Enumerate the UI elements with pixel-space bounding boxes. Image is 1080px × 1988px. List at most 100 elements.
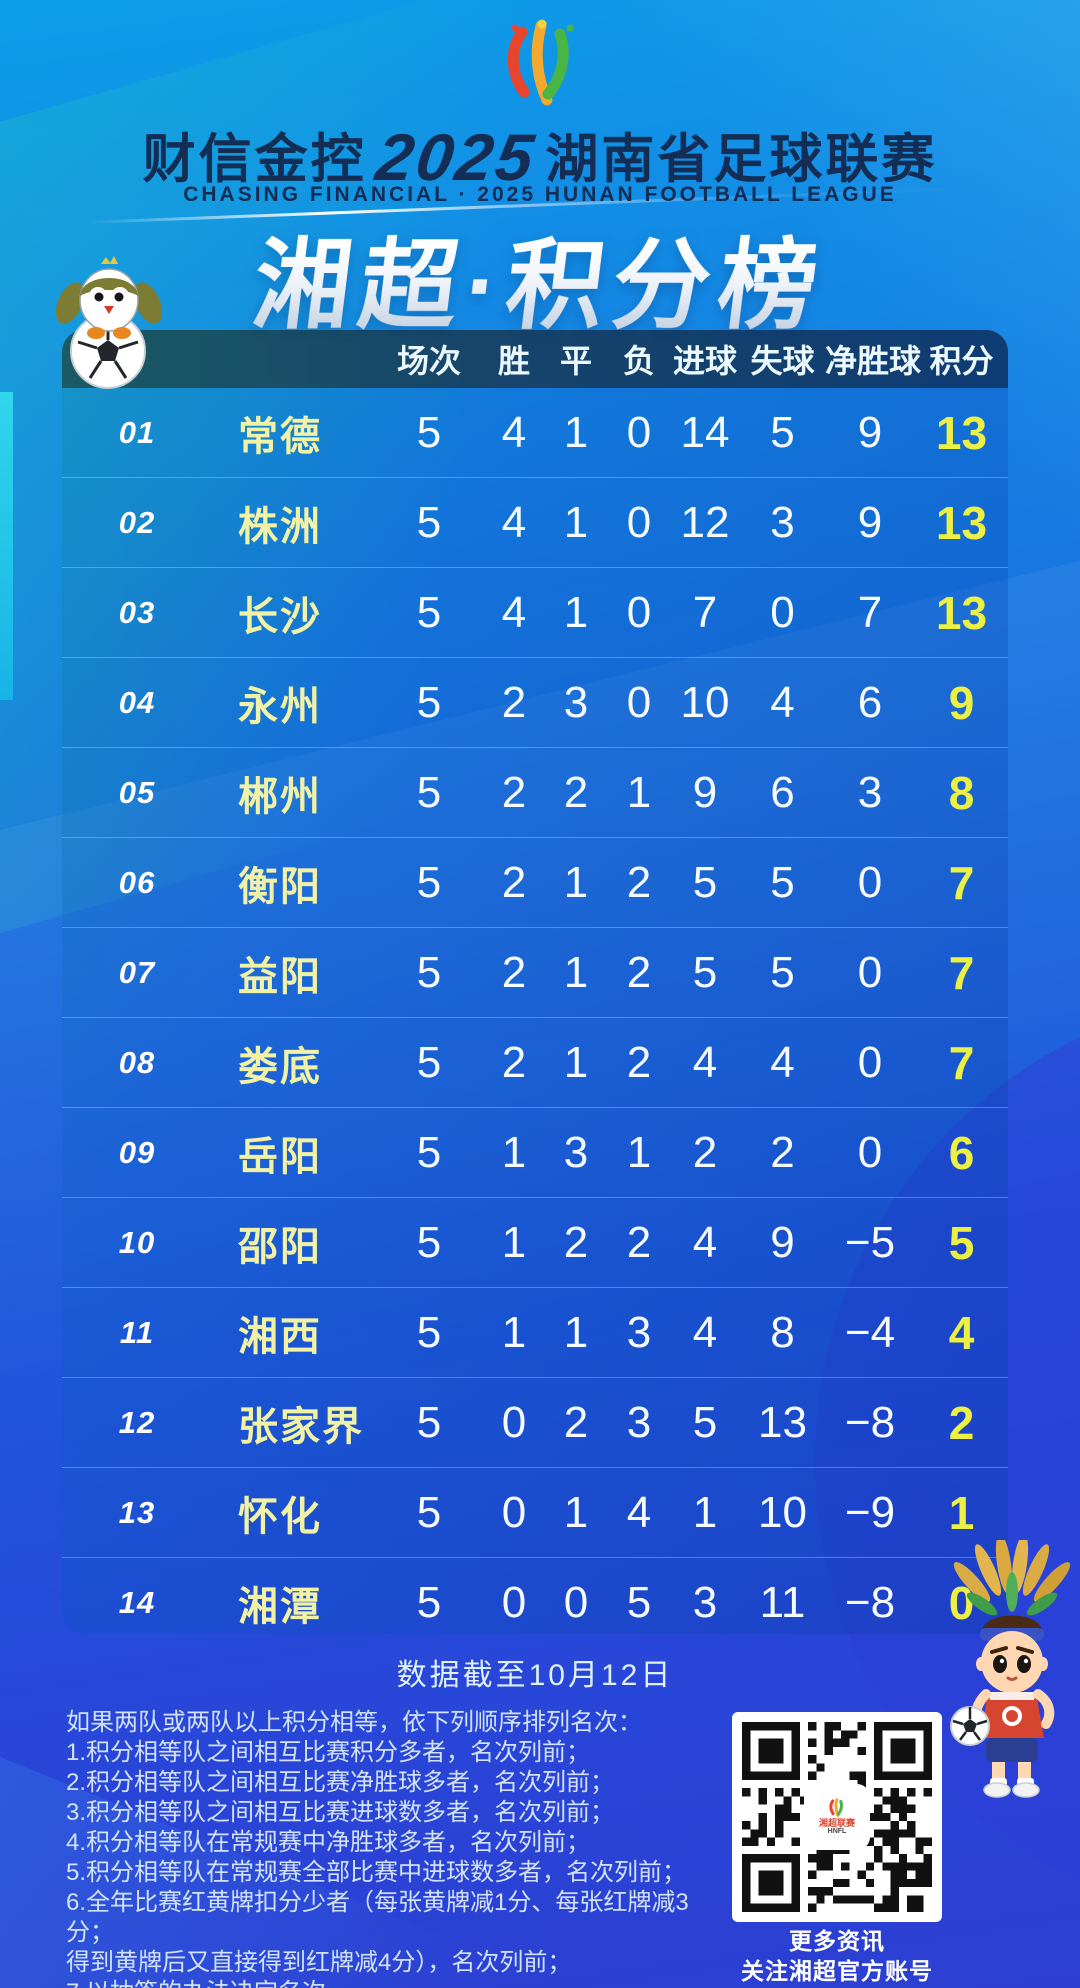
draw-cell: 1 — [563, 497, 589, 547]
played-cell: 5 — [416, 1397, 442, 1447]
qr-caption-line2: 关注湘超官方账号 — [741, 1958, 933, 1984]
loss-cell: 2 — [626, 857, 652, 907]
header-points: 积分 — [929, 343, 994, 379]
win-cell: 4 — [501, 407, 527, 457]
win-cell: 2 — [501, 857, 527, 907]
cyan-edge-strip — [0, 392, 13, 700]
draw-cell: 1 — [563, 1307, 589, 1357]
points-cell: 7 — [948, 946, 975, 999]
loss-cell: 2 — [626, 947, 652, 997]
boy-mascot-icon — [950, 1540, 1071, 1798]
team-cell: 长沙 — [238, 594, 322, 639]
rank-cell: 04 — [118, 684, 156, 720]
table-row: 02 株洲 5 4 1 0 12 3 9 13 — [62, 477, 1008, 567]
rank-cell: 13 — [118, 1494, 156, 1530]
qr-logo-label: 湘超联赛 — [818, 1818, 855, 1828]
goals-against-cell: 6 — [770, 767, 795, 817]
table-row: 14 湘潭 5 0 0 5 3 11 −8 0 — [62, 1557, 1008, 1634]
draw-cell: 1 — [563, 407, 589, 457]
goal-diff-cell: 0 — [857, 1127, 883, 1177]
rule-line: 6.全年比赛红黄牌扣分少者（每张黄牌减1分、每张红牌减3分； — [66, 1889, 689, 1946]
team-cell: 益阳 — [238, 954, 322, 999]
header-win: 胜 — [497, 343, 530, 379]
team-cell: 湘潭 — [238, 1584, 322, 1629]
goals-for-cell: 12 — [680, 497, 730, 547]
played-cell: 5 — [416, 1217, 442, 1267]
subtitle-english: CHASING FINANCIAL · 2025 HUNAN FOOTBALL … — [183, 183, 897, 206]
loss-cell: 5 — [626, 1577, 652, 1627]
points-cell: 1 — [948, 1486, 975, 1539]
league-logo-icon — [507, 19, 574, 106]
page-title: 湘超·积分榜 — [0, 206, 1080, 348]
rank-cell: 06 — [118, 864, 156, 900]
draw-cell: 2 — [563, 767, 589, 817]
rank-cell: 14 — [118, 1584, 156, 1620]
goal-diff-cell: 9 — [857, 407, 883, 457]
loss-cell: 1 — [626, 1127, 652, 1177]
loss-cell: 2 — [626, 1217, 652, 1267]
win-cell: 1 — [501, 1217, 527, 1267]
qr-logo-sub: HNFL — [827, 1828, 847, 1835]
points-cell: 13 — [935, 586, 988, 639]
goals-for-cell: 2 — [692, 1127, 718, 1177]
played-cell: 5 — [416, 857, 442, 907]
goal-diff-cell: 0 — [857, 947, 883, 997]
sponsor-name: 财信金控 — [142, 130, 367, 189]
goals-against-cell: 10 — [758, 1487, 807, 1537]
goals-against-cell: 5 — [770, 407, 795, 457]
qr-caption: 更多资讯 关注湘超官方账号 — [712, 1926, 962, 1986]
bird-mascot-icon — [56, 256, 162, 389]
goals-for-cell: 5 — [692, 1397, 718, 1447]
goal-diff-cell: 3 — [857, 767, 883, 817]
draw-cell: 1 — [563, 1487, 589, 1537]
table-row: 06 衡阳 5 2 1 2 5 5 0 7 — [62, 837, 1008, 927]
played-cell: 5 — [416, 1127, 442, 1177]
goal-diff-cell: 9 — [857, 497, 883, 547]
draw-cell: 0 — [563, 1577, 589, 1627]
table-row: 04 永州 5 2 3 0 10 4 6 9 — [62, 657, 1008, 747]
goal-diff-cell: 7 — [857, 587, 883, 637]
goals-for-cell: 14 — [680, 407, 730, 457]
team-cell: 怀化 — [238, 1494, 322, 1539]
header-goals-for: 进球 — [672, 343, 737, 379]
goals-against-cell: 11 — [759, 1577, 806, 1627]
table-row: 10 邵阳 5 1 2 2 4 9 −5 5 — [62, 1197, 1008, 1287]
rule-line: 5.积分相等队在常规赛全部比赛中进球数多者，名次列前； — [66, 1859, 687, 1886]
points-cell: 6 — [948, 1126, 975, 1179]
win-cell: 0 — [501, 1487, 527, 1537]
rank-cell: 01 — [118, 414, 156, 450]
goals-for-cell: 4 — [692, 1037, 718, 1087]
loss-cell: 3 — [626, 1397, 652, 1447]
sponsor-title: 财信金控2025湖南省足球联赛 — [0, 116, 1080, 194]
rank-cell: 08 — [118, 1044, 156, 1080]
rule-line: 1.积分相等队之间相互比赛积分多者，名次列前； — [66, 1739, 591, 1766]
points-cell: 7 — [948, 1036, 975, 1089]
win-cell: 0 — [501, 1577, 527, 1627]
team-cell: 张家界 — [238, 1404, 364, 1449]
points-cell: 2 — [948, 1396, 975, 1449]
played-cell: 5 — [416, 767, 442, 817]
draw-cell: 3 — [563, 1127, 589, 1177]
played-cell: 5 — [416, 1487, 442, 1537]
team-cell: 常德 — [238, 414, 322, 459]
loss-cell: 0 — [626, 497, 652, 547]
rank-cell: 12 — [118, 1404, 156, 1440]
loss-cell: 4 — [626, 1487, 652, 1537]
goals-against-cell: 8 — [770, 1307, 795, 1357]
table-row: 03 长沙 5 4 1 0 7 0 7 13 — [62, 567, 1008, 657]
rank-cell: 07 — [118, 954, 156, 990]
table-row: 01 常德 5 4 1 0 14 5 9 13 — [62, 388, 1008, 477]
goals-against-cell: 4 — [770, 1037, 795, 1087]
draw-cell: 1 — [563, 947, 589, 997]
team-cell: 娄底 — [238, 1044, 322, 1089]
win-cell: 2 — [501, 767, 527, 817]
goal-diff-cell: 0 — [857, 857, 883, 907]
table-row: 12 张家界 5 0 2 3 5 13 −8 2 — [62, 1377, 1008, 1467]
qr-center-logo: 湘超联赛 HNFL — [807, 1787, 867, 1847]
points-cell: 8 — [948, 766, 975, 819]
rank-cell: 09 — [118, 1134, 156, 1170]
league-name: 湖南省足球联赛 — [545, 130, 938, 189]
header-loss: 负 — [622, 343, 655, 379]
goals-against-cell: 5 — [770, 947, 795, 997]
